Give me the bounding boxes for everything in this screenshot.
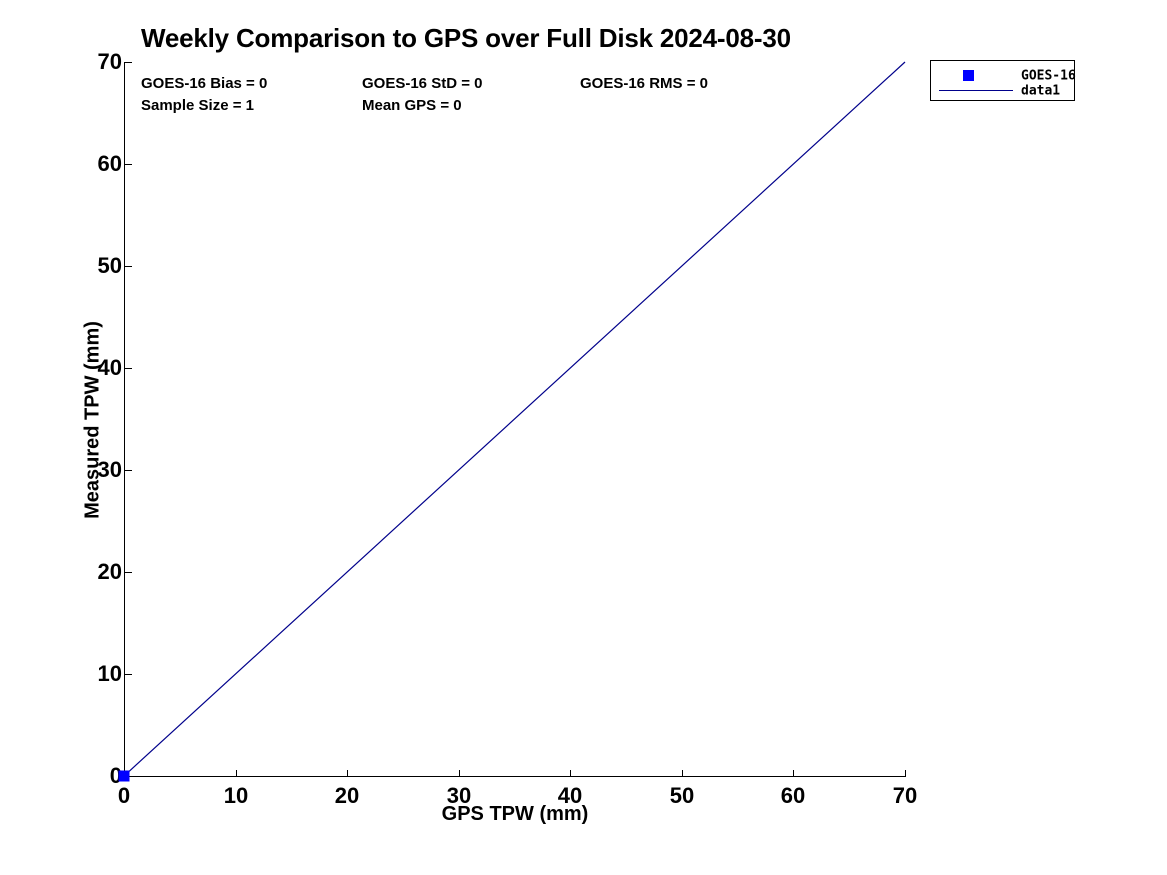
- x-tick-label: 60: [780, 783, 806, 808]
- legend-label-data1: data1: [1021, 83, 1061, 99]
- reference-line-data1: [123, 61, 906, 777]
- x-tick-label: 40: [557, 783, 583, 808]
- x-tick-label: 10: [223, 783, 249, 808]
- y-tick-label: 30: [97, 457, 122, 482]
- x-tick-mark: [570, 770, 571, 777]
- y-tick-mark: [125, 266, 132, 267]
- y-tick-label: 10: [97, 661, 122, 686]
- y-tick-label: 0: [109, 763, 122, 788]
- x-tick-mark: [682, 770, 683, 777]
- x-tick-label: 70: [892, 783, 918, 808]
- y-tick-label: 50: [97, 253, 122, 278]
- x-tick-mark: [236, 770, 237, 777]
- y-axis-label: Measured TPW (mm): [81, 321, 104, 519]
- x-tick-mark: [793, 770, 794, 777]
- y-tick-mark: [125, 470, 132, 471]
- y-tick-mark: [125, 368, 132, 369]
- legend-marker-icon: [963, 70, 974, 81]
- data-point-marker: [118, 770, 130, 782]
- x-tick-label: 0: [117, 783, 131, 808]
- annotation-sample-size: Sample Size = 1: [141, 97, 254, 114]
- x-tick-label: 30: [446, 783, 472, 808]
- x-tick-label: 50: [669, 783, 695, 808]
- y-tick-label: 40: [97, 355, 122, 380]
- y-tick-label: 60: [97, 151, 122, 176]
- legend: GOES-16 data1: [930, 60, 1076, 101]
- x-tick-label: 20: [334, 783, 360, 808]
- page-title: Weekly Comparison to GPS over Full Disk …: [141, 23, 791, 53]
- annotation-rms: GOES-16 RMS = 0: [580, 75, 708, 92]
- annotation-mean-gps: Mean GPS = 0: [362, 97, 462, 114]
- y-tick-mark: [125, 674, 132, 675]
- y-tick-label: 20: [97, 559, 122, 584]
- annotation-bias: GOES-16 Bias = 0: [141, 75, 268, 92]
- data-layer: [118, 61, 906, 782]
- legend-line-icon: [939, 90, 1013, 91]
- x-tick-mark: [905, 770, 906, 777]
- y-tick-mark: [125, 62, 132, 63]
- y-tick-mark: [125, 164, 132, 165]
- x-axis-spine: [124, 776, 906, 777]
- y-axis-spine: [124, 62, 125, 777]
- x-tick-mark: [347, 770, 348, 777]
- y-tick-label: 70: [97, 49, 122, 74]
- y-tick-mark: [125, 572, 132, 573]
- annotation-std: GOES-16 StD = 0: [362, 75, 483, 92]
- x-axis-label: GPS TPW (mm): [441, 803, 589, 825]
- plot-area: 0 10 20 30 40 50 60 70 0 10 20 30 40 50 …: [98, 49, 918, 808]
- x-tick-mark: [459, 770, 460, 777]
- legend-label-goes16: GOES-16: [1021, 68, 1076, 84]
